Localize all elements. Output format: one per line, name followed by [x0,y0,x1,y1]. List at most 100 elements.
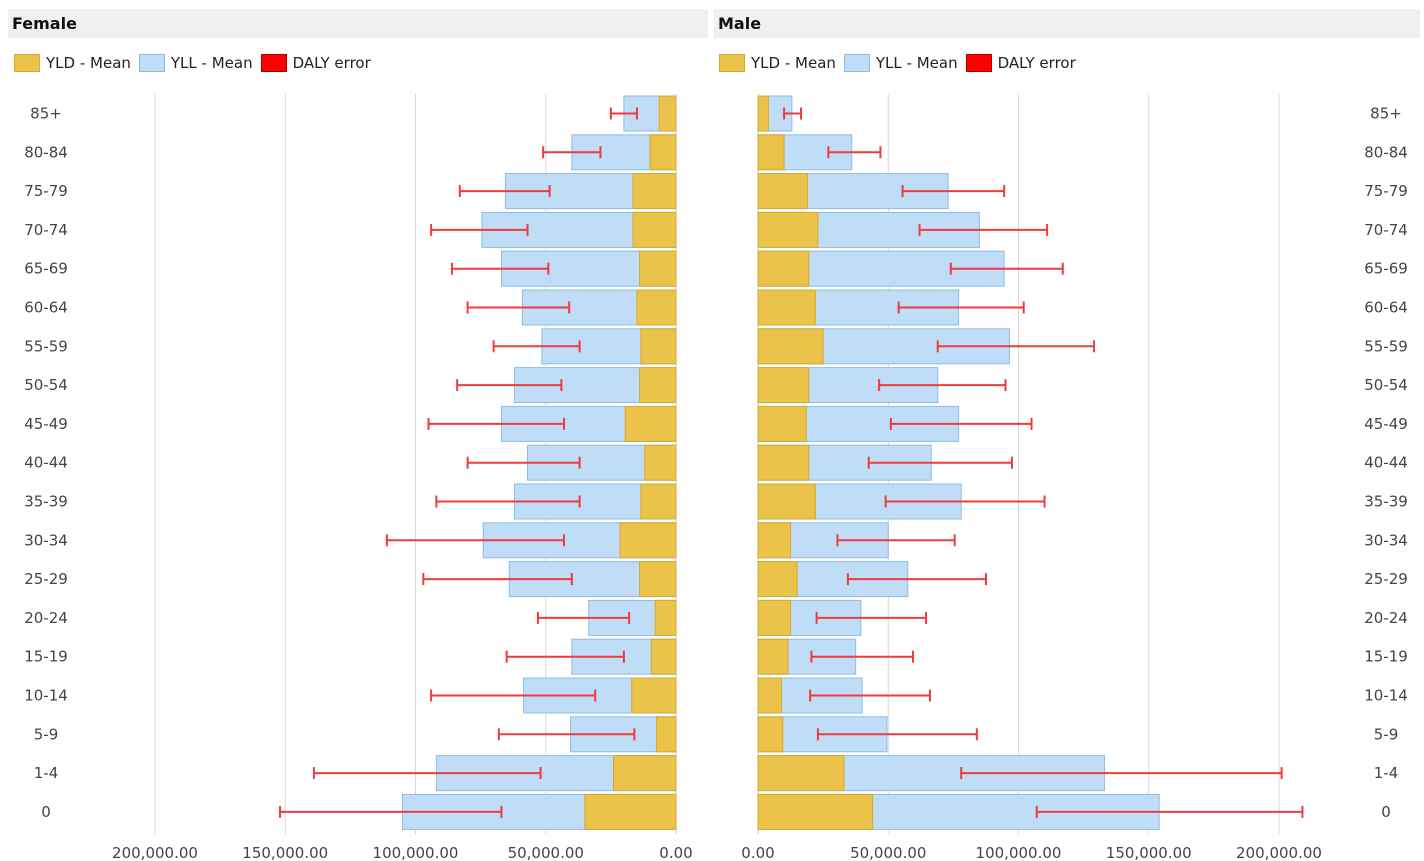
female-yld-bar [650,638,677,675]
legend-label-daly-error: DALY error [997,54,1076,72]
male-yld-bar [757,522,792,559]
female-category-label: 15-19 [24,648,68,666]
female-yld-bar [632,211,677,248]
female-yld-bar [658,95,677,132]
male-yld-bar [757,289,816,326]
legend-item-yld[interactable]: YLD - Mean [14,54,131,72]
male-yld-bar [757,677,782,714]
female-category-label: 60-64 [24,299,68,317]
male-category-label: 85+ [1370,105,1402,123]
female-yld-bar [584,793,677,830]
legend-label-yll: YLL - Mean [170,54,253,72]
female-yld-bar [639,367,677,404]
male-yld-bar [757,134,785,171]
male-panel-header: Male [714,9,1420,38]
female-yld-bar [619,522,677,559]
female-category-label: 55-59 [24,337,68,355]
legend-item-yll[interactable]: YLL - Mean [138,54,253,72]
female-panel-header: Female [8,9,708,38]
legend-item-daly-error[interactable]: DALY error [965,54,1076,72]
male-category-label: 70-74 [1364,221,1408,239]
female-yld-bar [644,444,677,481]
male-category-label: 0 [1381,803,1391,821]
female-yld-bar [649,134,677,171]
male-yld-bar [757,211,819,248]
female-x-tick-label: 50,000.00 [508,844,584,861]
yld-swatch [14,54,40,72]
female-yld-bar [612,755,677,792]
male-category-label: 55-59 [1364,337,1408,355]
male-panel-title: Male [718,14,762,33]
male-yld-bar [757,561,798,598]
yld-swatch [719,54,745,72]
legend-label-daly-error: DALY error [292,54,371,72]
male-category-label: 75-79 [1364,182,1408,200]
female-category-label: 10-14 [24,687,68,705]
male-yld-bar [757,638,789,675]
male-yld-bar [757,328,824,365]
male-category-label: 1-4 [1374,764,1399,782]
male-yld-bar [757,173,808,210]
female-category-label: 30-34 [24,531,68,549]
male-yld-bar [757,250,810,287]
male-category-label: 25-29 [1364,570,1408,588]
female-category-label: 0 [41,803,51,821]
male-category-label: 80-84 [1364,143,1408,161]
male-x-tick-label: 0.00 [741,844,774,861]
female-category-label: 70-74 [24,221,68,239]
yll-swatch [843,54,870,72]
male-yld-bar [757,793,874,830]
legend-item-yld[interactable]: YLD - Mean [719,54,836,72]
male-yld-bar [757,483,816,520]
male-category-label: 30-34 [1364,531,1408,549]
female-category-label: 5-9 [34,725,59,743]
male-x-tick-label: 50,000.00 [850,844,926,861]
male-yld-bar [757,755,845,792]
female-category-label: 80-84 [24,143,68,161]
female-yld-bar [636,289,677,326]
male-category-label: 50-54 [1364,376,1408,394]
female-x-tick-label: 200,000.00 [112,844,198,861]
legend-item-daly-error[interactable]: DALY error [260,54,371,72]
daly-error-swatch [260,54,287,72]
female-legend: YLD - Mean YLL - Mean DALY error [14,50,379,76]
female-yld-bar [631,677,677,714]
female-category-label: 25-29 [24,570,68,588]
female-yld-bar [640,483,677,520]
female-category-label: 20-24 [24,609,68,627]
male-yld-bar [757,95,769,132]
female-yld-bar [640,328,677,365]
male-category-label: 65-69 [1364,260,1408,278]
female-category-label: 65-69 [24,260,68,278]
male-yld-bar [757,716,784,753]
female-category-label: 45-49 [24,415,68,433]
male-category-label: 35-39 [1364,493,1408,511]
male-x-tick-label: 200,000.00 [1236,844,1322,861]
female-x-tick-label: 0.00 [659,844,692,861]
female-category-label: 75-79 [24,182,68,200]
legend-label-yll: YLL - Mean [875,54,958,72]
male-category-label: 60-64 [1364,299,1408,317]
legend-label-yld: YLD - Mean [46,54,131,72]
male-category-label: 40-44 [1364,454,1408,472]
female-category-label: 40-44 [24,454,68,472]
female-yld-bar [654,599,677,636]
female-x-tick-label: 150,000.00 [242,844,328,861]
female-x-tick-label: 100,000.00 [373,844,459,861]
legend-item-yll[interactable]: YLL - Mean [843,54,958,72]
female-category-label: 35-39 [24,493,68,511]
female-yld-bar [624,405,677,442]
male-category-label: 20-24 [1364,609,1408,627]
legend-label-yld: YLD - Mean [751,54,836,72]
male-yld-bar [757,405,807,442]
yll-swatch [138,54,165,72]
female-yld-bar [655,716,677,753]
male-yld-bar [757,444,810,481]
male-category-label: 15-19 [1364,648,1408,666]
female-yld-bar [632,173,677,210]
male-yld-bar [757,367,810,404]
female-yld-bar [639,250,677,287]
male-category-label: 10-14 [1364,687,1408,705]
female-category-label: 85+ [30,105,62,123]
